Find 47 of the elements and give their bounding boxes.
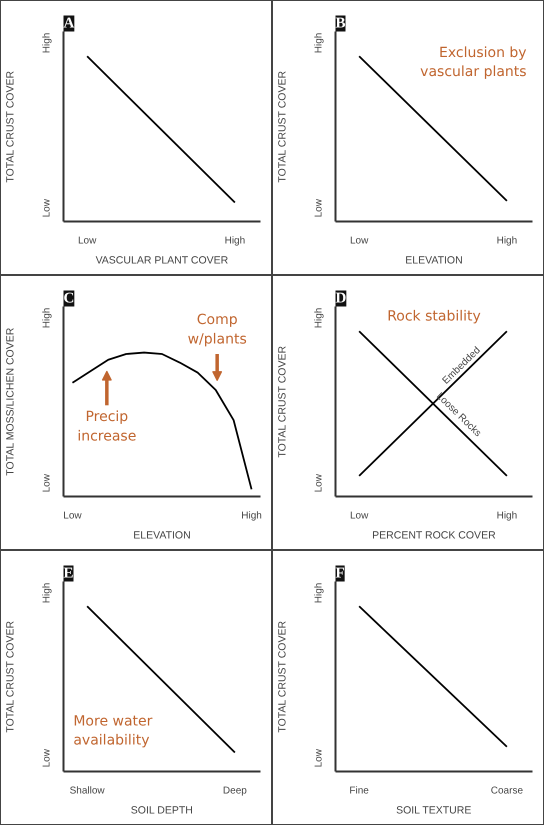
text: Low <box>42 748 52 768</box>
y-axis-title: TOTAL CRUST COVER <box>276 620 288 733</box>
x-tick-label: Low <box>78 236 98 246</box>
x-tick-label: Shallow <box>70 786 106 796</box>
x-axis-title: PERCENT ROCK COVER <box>372 530 496 542</box>
text: High <box>42 582 52 604</box>
x-tick-label: High <box>241 510 262 522</box>
annotation: More water availability <box>73 714 153 749</box>
x-axis-title: ELEVATION <box>405 254 463 266</box>
x-axis-title: SOIL DEPTH <box>130 804 193 816</box>
y-axis-title: TOTAL CRUST COVER <box>276 70 288 183</box>
chart-title: F <box>336 566 345 582</box>
chart-title: D <box>336 290 346 306</box>
text: Low <box>314 198 324 218</box>
text: Low <box>42 198 52 218</box>
text: High <box>42 308 52 328</box>
text: High <box>314 308 324 328</box>
text: Low <box>314 748 324 768</box>
annotation: Precip increase <box>77 409 136 444</box>
text: High <box>314 582 324 604</box>
x-tick-label: Low <box>63 510 82 522</box>
y-axis-title: TOTAL MOSS/LICHEN COVER <box>4 327 16 476</box>
x-tick-label: High <box>496 236 518 246</box>
text: Low <box>42 473 52 492</box>
x-tick-label: Low <box>350 510 370 522</box>
x-axis-title: VASCULAR PLANT COVER <box>96 254 229 266</box>
x-axis-title: SOIL TEXTURE <box>396 804 472 816</box>
x-tick-label: Deep <box>222 786 248 796</box>
chart-title: A <box>64 16 74 32</box>
text: Low <box>314 473 324 492</box>
chart-title: B <box>336 16 346 32</box>
chart-title: C <box>64 290 74 306</box>
y-axis-title: TOTAL CRUST COVER <box>276 346 288 458</box>
text: Comp w/plants <box>188 312 247 348</box>
x-tick-label: Fine <box>349 786 370 796</box>
annotation: Exclusion by vascular plants <box>420 44 527 80</box>
y-axis-title: TOTAL CRUST COVER <box>4 620 16 733</box>
x-tick-label: High <box>224 236 246 246</box>
x-tick-label: Coarse <box>490 786 524 796</box>
x-axis-title: ELEVATION <box>133 530 191 542</box>
x-tick-label: High <box>496 510 518 522</box>
y-axis-title: TOTAL CRUST COVER <box>4 70 16 183</box>
text: High <box>42 32 52 54</box>
x-tick-label: Low <box>350 236 370 246</box>
text: High <box>314 32 324 54</box>
text: Rock stability <box>387 308 481 324</box>
chart-title: E <box>64 566 74 582</box>
